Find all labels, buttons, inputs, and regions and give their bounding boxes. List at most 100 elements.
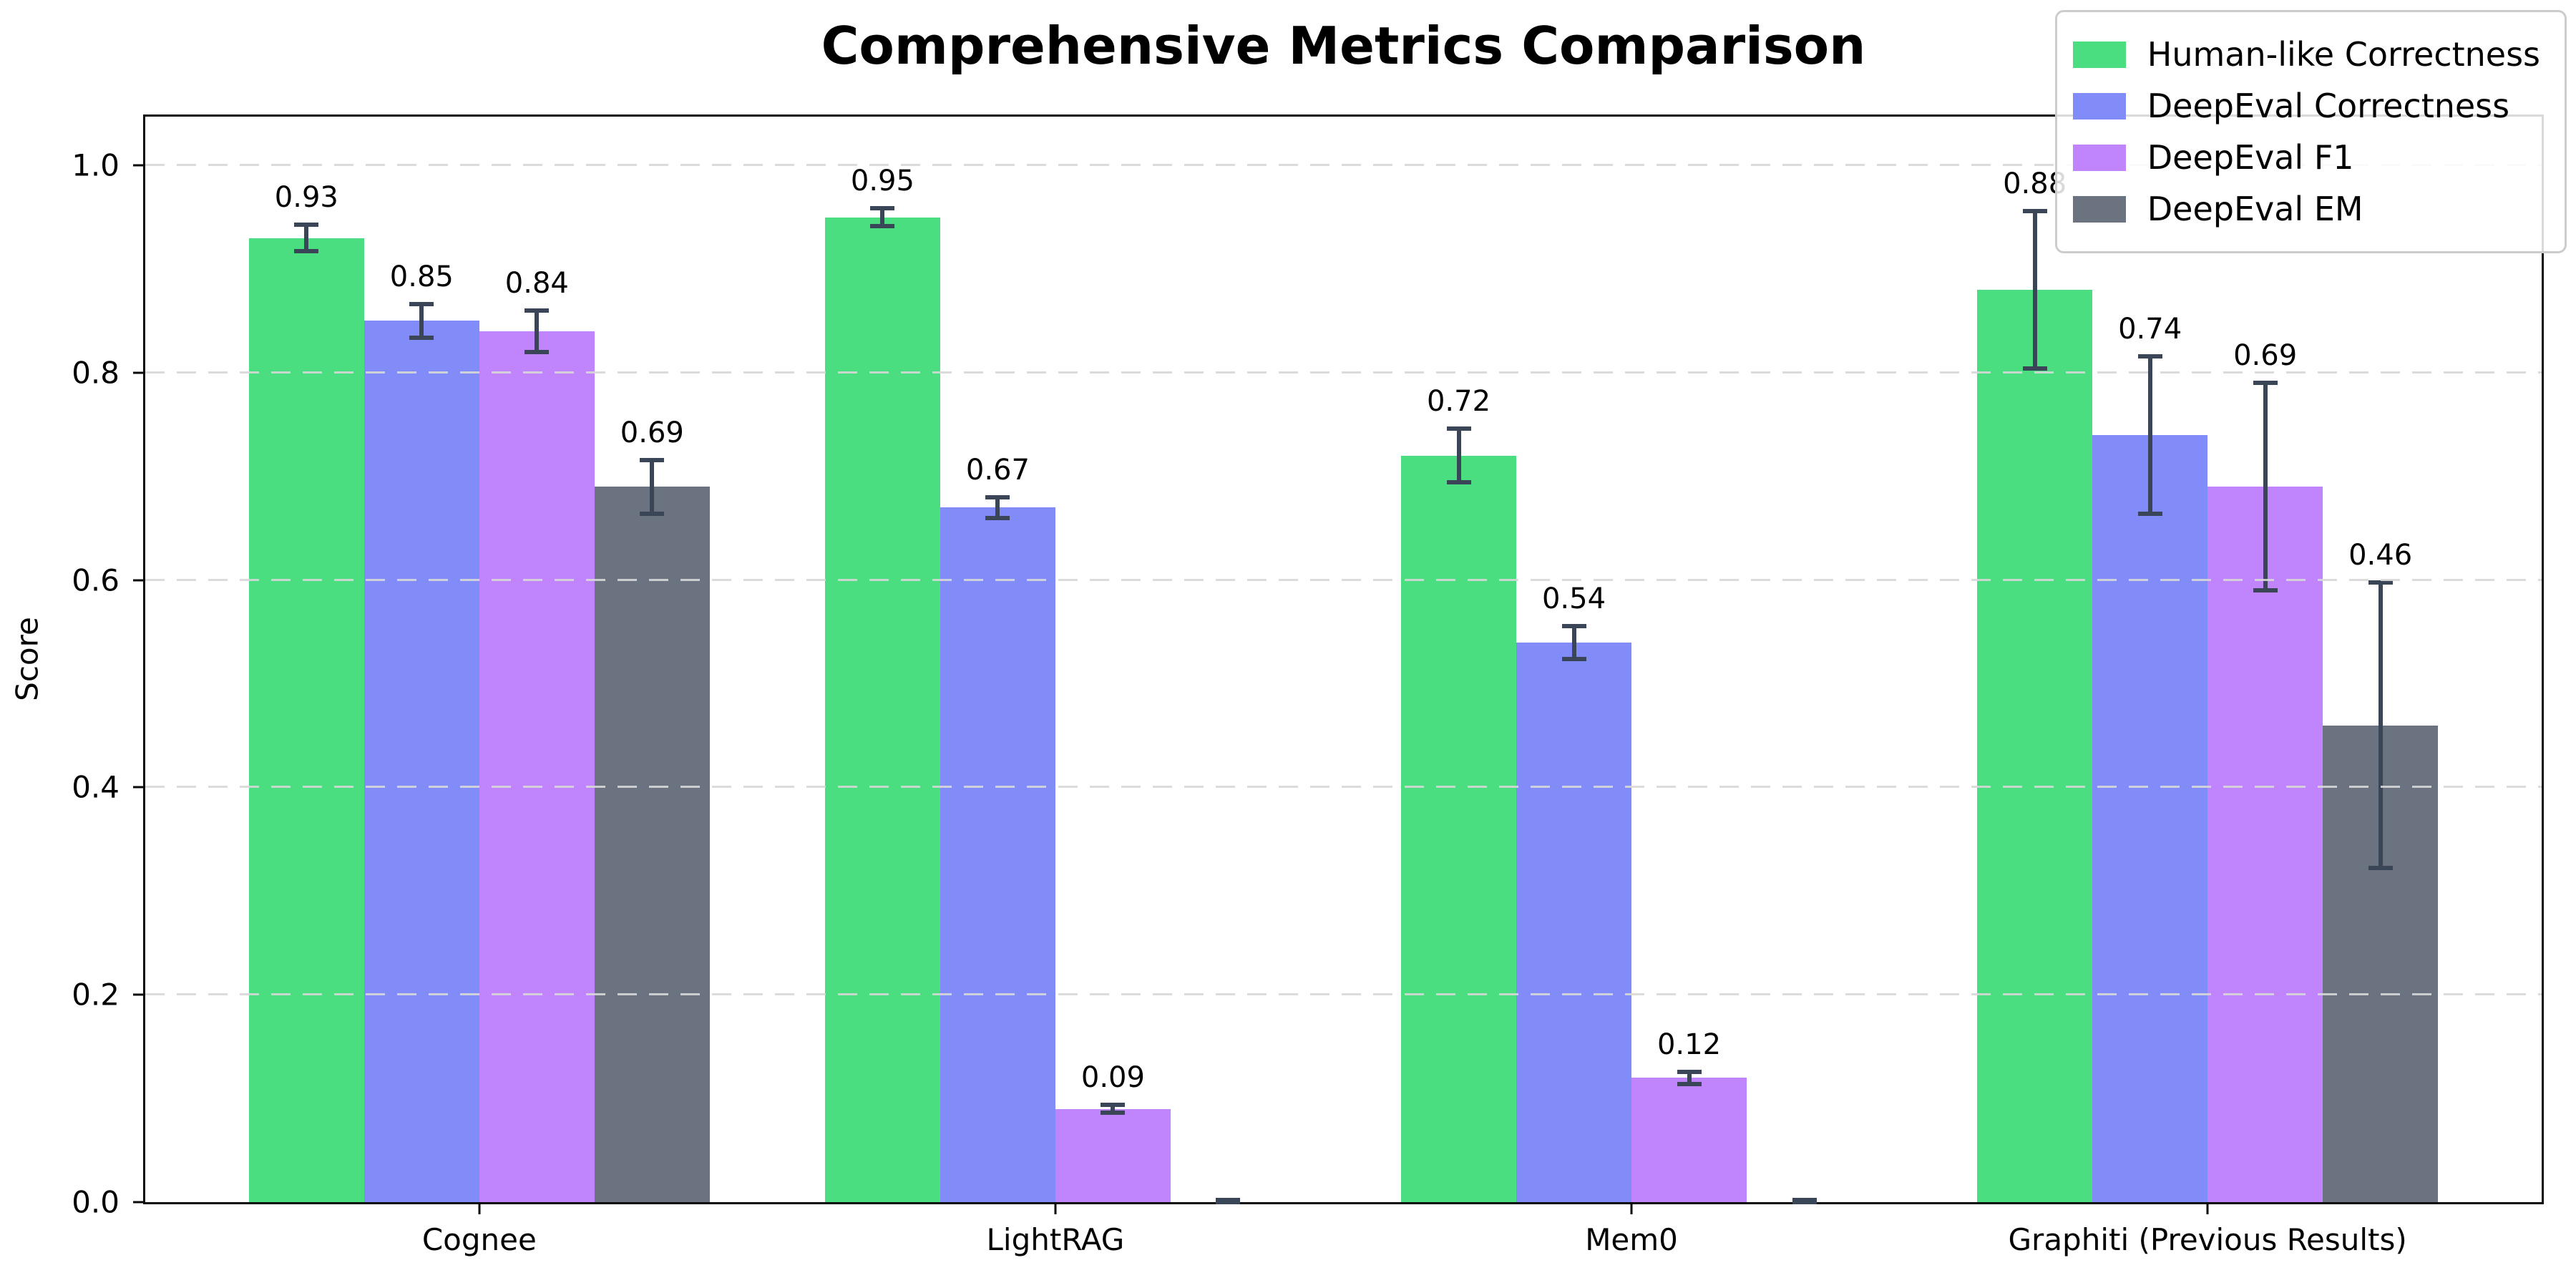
error-bar-line (304, 222, 309, 254)
chart-title: Comprehensive Metrics Comparison (821, 16, 1866, 76)
legend-label: DeepEval EM (2147, 190, 2363, 228)
error-bar-line (2032, 208, 2037, 371)
bar-deepeval-f1 (2207, 487, 2323, 1202)
x-tick-mark-1 (1054, 1202, 1057, 1214)
x-tick-mark-3 (2206, 1202, 2209, 1214)
error-bar-cap-top (1677, 1069, 1702, 1074)
error-bar-line (650, 457, 655, 516)
error-bar-line (1571, 623, 1576, 661)
error-bar-line (1111, 1102, 1116, 1116)
bar-cell: 0.84 (479, 117, 595, 1202)
y-tick-mark-0.4 (133, 786, 145, 789)
bar-value-label: 0.69 (620, 416, 684, 449)
bar-cell: 0.67 (940, 117, 1055, 1202)
legend-label: DeepEval Correctness (2147, 87, 2510, 125)
bar-cell: 0.88 (1977, 117, 2093, 1202)
error-bar (292, 222, 321, 254)
error-bar (1214, 1198, 1242, 1205)
error-bar (2251, 381, 2280, 593)
error-bar (2021, 208, 2049, 371)
error-bar-cap-bottom (1677, 1081, 1702, 1086)
bar-deepeval-f1 (479, 331, 595, 1202)
y-tick-label-0.6: 0.6 (72, 562, 119, 598)
bar-value-label: 0.72 (1426, 385, 1491, 419)
error-bar-cap-bottom (409, 335, 434, 340)
bar-cell: 0.54 (1516, 117, 1632, 1202)
error-bar (1675, 1069, 1704, 1086)
error-bar-cap-bottom (1216, 1198, 1241, 1202)
legend-row-human-like-correctness: Human-like Correctness (2072, 35, 2540, 74)
bar-value-label: 0.84 (504, 267, 569, 301)
bar-group-mem0: 0.72 0.54 0.12 (1401, 117, 1862, 1205)
plot-area: 0.0 0.2 0.4 0.6 0.8 1.0 Cognee LightRAG Mem0 Grap… (72, 114, 2544, 1257)
error-bar-cap-top (409, 302, 434, 307)
error-bar-cap-top (2368, 580, 2393, 585)
error-bar-cap-bottom (870, 224, 895, 229)
legend-row-deepeval-f1: DeepEval F1 (2072, 138, 2540, 177)
bar-deepeval-correctness (1516, 642, 1632, 1202)
x-category-label-3: Graphiti (Previous Results) (2008, 1222, 2407, 1257)
error-bar-cap-bottom (1101, 1111, 1126, 1116)
error-bar (407, 302, 436, 340)
bar-cell: 0.12 (1631, 117, 1747, 1202)
bar-deepeval-f1 (1055, 1108, 1171, 1202)
error-bar (638, 457, 666, 516)
error-bar-cap-top (294, 222, 319, 227)
bar-value-label: 0.93 (274, 180, 338, 214)
y-tick-mark-0.8 (133, 371, 145, 374)
error-bar-line (535, 308, 540, 354)
bar-value-label: 0.85 (389, 260, 454, 294)
error-bar (983, 494, 1012, 520)
bar-value-label: 0.95 (850, 164, 914, 197)
bar-group-cognee: 0.93 0.85 0.84 0.69 (248, 117, 710, 1202)
y-tick-label-0.0: 0.0 (72, 1184, 119, 1220)
error-bar-cap-bottom (525, 349, 550, 354)
bar-value-label: 0.12 (1657, 1028, 1722, 1061)
bar-group-lightrag: 0.95 0.67 0.09 (824, 117, 1286, 1205)
error-bar-cap-top (1216, 1200, 1241, 1205)
y-tick-mark-0.2 (133, 993, 145, 996)
error-bar (1098, 1102, 1127, 1116)
x-category-label-0: Cognee (421, 1222, 537, 1257)
bar-cell: 0.93 (248, 117, 364, 1202)
error-bar-line (419, 302, 424, 340)
error-bar-cap-top (525, 308, 550, 313)
bar-cell: 0.46 (2323, 117, 2439, 1202)
error-bar-cap-bottom (1792, 1198, 1817, 1202)
bar-cell: 0.69 (2207, 117, 2323, 1202)
error-bar-cap-bottom (2022, 366, 2047, 371)
y-tick-label-1.0: 1.0 (72, 147, 119, 183)
bar-cell (1171, 117, 1286, 1205)
legend-label: DeepEval F1 (2147, 138, 2354, 177)
error-bar-line (880, 205, 885, 229)
bar-human-like-correctness (824, 217, 940, 1202)
error-bar-cap-bottom (2253, 588, 2278, 593)
error-bar-cap-bottom (640, 511, 665, 516)
y-tick-label-0.2: 0.2 (72, 977, 119, 1013)
legend-row-deepeval-correctness: DeepEval Correctness (2072, 87, 2540, 125)
bar-value-label: 0.74 (2118, 312, 2182, 346)
y-tick-mark-0.0 (133, 1201, 145, 1204)
y-tick-mark-0.6 (133, 579, 145, 582)
bar-cell: 0.74 (2092, 117, 2208, 1202)
error-bar-cap-top (1101, 1102, 1126, 1107)
error-bar-cap-top (870, 205, 895, 210)
bar-value-label: 0.09 (1080, 1060, 1145, 1094)
legend-label: Human-like Correctness (2147, 35, 2540, 74)
error-bar-cap-bottom (2137, 511, 2162, 516)
y-tick-label-0.8: 0.8 (72, 355, 119, 391)
bar-cell: 0.72 (1401, 117, 1517, 1202)
legend-swatch-icon (2072, 144, 2126, 171)
error-bar-cap-top (640, 457, 665, 462)
bar-deepeval-em (594, 487, 710, 1202)
bar-value-label: 0.69 (2233, 339, 2298, 373)
error-bar-cap-top (2137, 353, 2162, 358)
bar-deepeval-correctness (940, 507, 1055, 1202)
error-bar-line (1687, 1069, 1692, 1086)
bar-deepeval-f1 (1631, 1078, 1747, 1202)
error-bar-cap-top (1446, 426, 1471, 431)
legend-row-deepeval-em: DeepEval EM (2072, 190, 2540, 228)
error-bar-line (995, 494, 1000, 520)
bar-human-like-correctness (1401, 455, 1517, 1202)
